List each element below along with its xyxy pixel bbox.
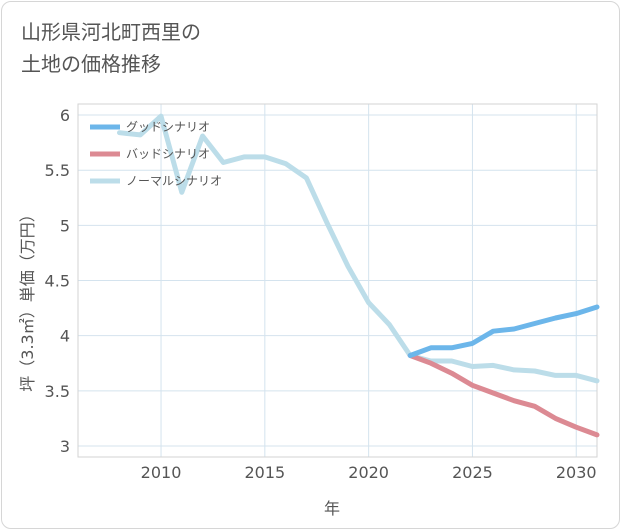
- grid: [78, 104, 597, 457]
- y-tick-label: 4: [60, 327, 70, 346]
- y-tick-labels: 3 3.5 4 4.5 5 5.5 6: [45, 106, 70, 456]
- x-tick-labels: 2010 2015 2020 2025 2030: [141, 463, 597, 482]
- series-line: [407, 304, 600, 358]
- y-tick-label: 3: [60, 437, 70, 456]
- series-line: [117, 113, 600, 384]
- x-tick-label: 2020: [348, 463, 389, 482]
- plot-area-border: [77, 103, 598, 458]
- legend-label: グッドシナリオ: [126, 120, 210, 134]
- legend-label: バッドシナリオ: [126, 147, 210, 161]
- x-tick-label: 2010: [141, 463, 182, 482]
- chart-title: 山形県河北町西里の 土地の価格推移: [21, 20, 201, 76]
- series-lines: [117, 113, 600, 438]
- series-line: [407, 353, 600, 438]
- y-tick-label: 4.5: [45, 272, 70, 291]
- y-tick-label: 6: [60, 106, 70, 125]
- x-tick-label: 2030: [556, 463, 597, 482]
- y-tick-label: 3.5: [45, 382, 70, 401]
- x-tick-label: 2025: [452, 463, 493, 482]
- x-axis-title: 年: [324, 499, 340, 518]
- legend-label: ノーマルシナリオ: [126, 174, 222, 188]
- y-tick-label: 5: [60, 216, 70, 235]
- y-axis-title: 坪（3.3㎡）単価（万円）: [18, 206, 37, 391]
- x-tick-label: 2015: [244, 463, 285, 482]
- y-tick-label: 5.5: [45, 161, 70, 180]
